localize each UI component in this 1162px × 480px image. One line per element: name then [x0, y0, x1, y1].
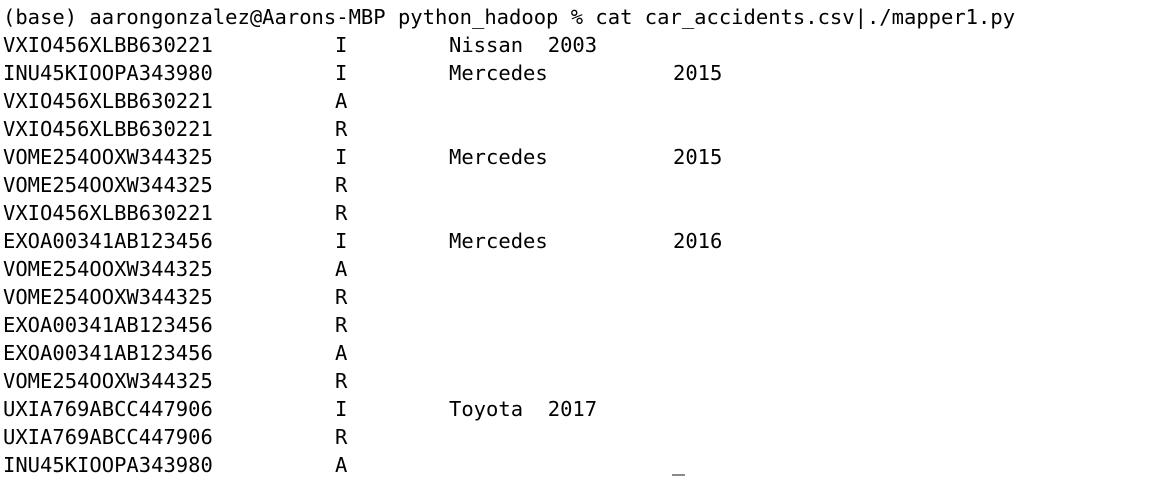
output-row: VXIO456XLBB630221 R [3, 115, 347, 143]
record-type-cell: I [335, 397, 348, 421]
command-text: cat car_accidents.csv|./mapper1.py [595, 5, 1016, 29]
record-type-cell: R [335, 201, 348, 225]
record-type-cell: I [335, 61, 348, 85]
vin-cell: EXOA00341AB123456 [3, 313, 213, 337]
vin-cell: UXIA769ABCC447906 [3, 425, 213, 449]
vin-cell: VXIO456XLBB630221 [3, 117, 213, 141]
vin-cell: EXOA00341AB123456 [3, 341, 213, 365]
vin-cell: VOME254OOXW344325 [3, 369, 213, 393]
year-cell: 2016 [673, 229, 723, 253]
vin-cell: VXIO456XLBB630221 [3, 33, 213, 57]
make-cell: Nissan 2003 [449, 33, 598, 57]
output-row: INU45KIOOPA343980 I Mercedes 2015 [3, 59, 722, 87]
output-row: UXIA769ABCC447906 R [3, 423, 347, 451]
record-type-cell: R [335, 285, 348, 309]
make-cell: Mercedes [449, 145, 548, 169]
record-type-cell: R [335, 369, 348, 393]
vin-cell: VOME254OOXW344325 [3, 173, 213, 197]
vin-cell: VOME254OOXW344325 [3, 257, 213, 281]
vin-cell: UXIA769ABCC447906 [3, 397, 213, 421]
output-row: EXOA00341AB123456 A [3, 339, 347, 367]
output-row: INU45KIOOPA343980 A [3, 451, 347, 479]
output-row: UXIA769ABCC447906 I Toyota 2017 [3, 395, 597, 423]
record-type-cell: A [335, 89, 348, 113]
output-row: VOME254OOXW344325 A [3, 255, 347, 283]
record-type-cell: R [335, 425, 348, 449]
make-cell: Mercedes [449, 61, 548, 85]
output-row: VOME254OOXW344325 R [3, 367, 347, 395]
output-row: VOME254OOXW344325 R [3, 283, 347, 311]
record-type-cell: A [335, 257, 348, 281]
command-line: (base) aarongonzalez@Aarons-MBP python_h… [3, 3, 1015, 31]
year-cell: 2015 [673, 145, 723, 169]
text-cursor [672, 474, 685, 476]
shell-prompt: (base) aarongonzalez@Aarons-MBP python_h… [3, 5, 596, 29]
make-cell: Toyota 2017 [449, 397, 598, 421]
record-type-cell: R [335, 313, 348, 337]
vin-cell: VXIO456XLBB630221 [3, 201, 213, 225]
vin-cell: EXOA00341AB123456 [3, 229, 213, 253]
record-type-cell: I [335, 33, 348, 57]
vin-cell: VOME254OOXW344325 [3, 145, 213, 169]
output-row: VXIO456XLBB630221 R [3, 199, 347, 227]
output-row: VXIO456XLBB630221 I Nissan 2003 [3, 31, 597, 59]
output-row: EXOA00341AB123456 I Mercedes 2016 [3, 227, 722, 255]
record-type-cell: A [335, 453, 348, 477]
record-type-cell: I [335, 229, 348, 253]
record-type-cell: I [335, 145, 348, 169]
output-row: VOME254OOXW344325 R [3, 171, 347, 199]
output-row: EXOA00341AB123456 R [3, 311, 347, 339]
record-type-cell: R [335, 173, 348, 197]
vin-cell: VOME254OOXW344325 [3, 285, 213, 309]
vin-cell: VXIO456XLBB630221 [3, 89, 213, 113]
record-type-cell: R [335, 117, 348, 141]
output-row: VOME254OOXW344325 I Mercedes 2015 [3, 143, 722, 171]
vin-cell: INU45KIOOPA343980 [3, 61, 213, 85]
output-row: VXIO456XLBB630221 A [3, 87, 347, 115]
make-cell: Mercedes [449, 229, 548, 253]
year-cell: 2015 [673, 61, 723, 85]
record-type-cell: A [335, 341, 348, 365]
vin-cell: INU45KIOOPA343980 [3, 453, 213, 477]
